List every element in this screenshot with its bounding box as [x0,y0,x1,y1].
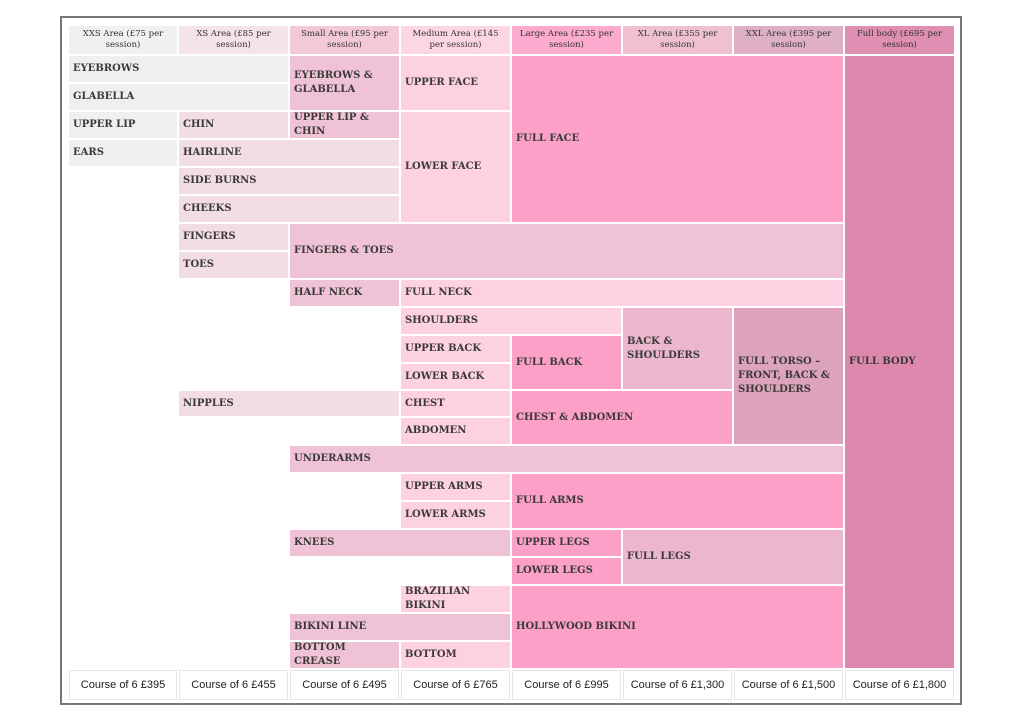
treatment-price-chart: XXS Area (£75 per session) XS Area (£85 … [60,16,962,705]
area-bikini-line: BIKINI LINE [290,614,510,640]
area-lower-arms: LOWER ARMS [401,502,510,528]
price-xs-course: Course of 6 £455 [179,670,288,700]
price-medium-course: Course of 6 £765 [401,670,510,700]
area-shoulders: SHOULDERS [401,308,621,334]
price-xxl-course: Course of 6 £1,500 [734,670,843,700]
header-small-area: Small Area (£95 per session) [290,26,399,54]
area-brazilian-bikini: BRAZILIAN BIKINI [401,586,510,612]
area-hollywood-bikini: HOLLYWOOD BIKINI [512,586,843,668]
area-full-body: FULL BODY [845,56,954,668]
price-xl-course: Course of 6 £1,300 [623,670,732,700]
area-full-neck: FULL NECK [401,280,843,306]
area-bottom-crease: BOTTOM CREASE [290,642,399,668]
area-chest: CHEST [401,391,510,416]
area-toes: TOES [179,252,288,278]
area-fingers: FINGERS [179,224,288,250]
area-upper-arms: UPPER ARMS [401,474,510,500]
area-upper-legs: UPPER LEGS [512,530,621,556]
area-upper-lip-chin: UPPER LIP & CHIN [290,112,399,138]
price-small-course: Course of 6 £495 [290,670,399,700]
area-full-face: FULL FACE [512,56,843,222]
area-glabella: GLABELLA [69,84,288,110]
header-xl-area: XL Area (£355 per session) [623,26,732,54]
area-half-neck: HALF NECK [290,280,399,306]
area-upper-back: UPPER BACK [401,336,510,362]
area-full-back: FULL BACK [512,336,621,389]
area-knees: KNEES [290,530,510,556]
area-side-burns: SIDE BURNS [179,168,399,194]
area-abdomen: ABDOMEN [401,418,510,444]
header-xxl-area: XXL Area (£395 per session) [734,26,843,54]
header-large-area: Large Area (£235 per session) [512,26,621,54]
header-full-body: Full body (£695 per session) [845,26,954,54]
area-cheeks: CHEEKS [179,196,399,222]
area-underarms: UNDERARMS [290,446,843,472]
area-upper-lip: UPPER LIP [69,112,177,138]
price-large-course: Course of 6 £995 [512,670,621,700]
area-hairline: HAIRLINE [179,140,399,166]
area-fingers-toes: FINGERS & TOES [290,224,843,278]
area-full-arms: FULL ARMS [512,474,843,528]
area-lower-back: LOWER BACK [401,364,510,389]
area-chest-abdomen: CHEST & ABDOMEN [512,391,732,444]
area-bottom: BOTTOM [401,642,510,668]
header-xs-area: XS Area (£85 per session) [179,26,288,54]
area-full-legs: FULL LEGS [623,530,843,584]
header-medium-area: Medium Area (£145 per session) [401,26,510,54]
area-nipples: NIPPLES [179,391,399,416]
price-xxs-course: Course of 6 £395 [69,670,177,700]
area-chin: CHIN [179,112,288,138]
header-xxs-area: XXS Area (£75 per session) [69,26,177,54]
area-eyebrows: EYEBROWS [69,56,288,82]
area-lower-face: LOWER FACE [401,112,510,222]
area-full-torso: FULL TORSO – FRONT, BACK & SHOULDERS [734,308,843,444]
area-back-shoulders: BACK & SHOULDERS [623,308,732,389]
area-lower-legs: LOWER LEGS [512,558,621,584]
price-full-body-course: Course of 6 £1,800 [845,670,954,700]
area-eyebrows-glabella: EYEBROWS & GLABELLA [290,56,399,110]
area-upper-face: UPPER FACE [401,56,510,110]
area-ears: EARS [69,140,177,166]
